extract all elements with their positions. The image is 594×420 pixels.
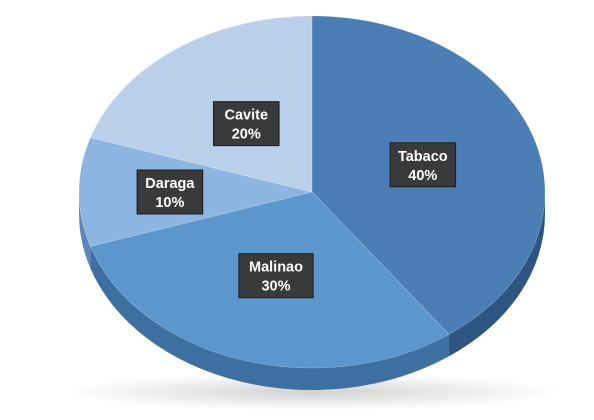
data-label-percent: 30% — [261, 279, 290, 295]
data-label-category: Daraga — [145, 176, 195, 192]
data-label-tabaco: Tabaco 40% — [389, 142, 457, 188]
data-label-category: Malinao — [249, 260, 303, 276]
data-label-percent: 40% — [408, 168, 437, 184]
data-label-malinao: Malinao 30% — [238, 253, 314, 299]
data-label-daraga: Daraga 10% — [136, 169, 204, 215]
pie-slice-cavite — [89, 15, 313, 193]
pie-side-daraga — [79, 192, 91, 269]
pie-data-labels: Tabaco 40% Malinao 30% Daraga 10% Cavite 20% — [136, 101, 457, 299]
pie-side-malinao — [90, 246, 449, 391]
data-label-cavite: Cavite 20% — [212, 101, 280, 147]
data-label-category: Tabaco — [398, 149, 448, 165]
data-label-category: Cavite — [224, 108, 268, 124]
data-label-box — [212, 101, 280, 147]
data-label-percent: 10% — [155, 195, 184, 211]
data-label-box — [389, 142, 457, 188]
data-label-box — [238, 253, 314, 299]
data-label-percent: 20% — [232, 127, 261, 143]
pie-side-tabaco — [448, 192, 545, 357]
pie-shadow — [62, 374, 562, 410]
data-label-box — [136, 169, 204, 215]
pie-sides — [79, 192, 545, 391]
